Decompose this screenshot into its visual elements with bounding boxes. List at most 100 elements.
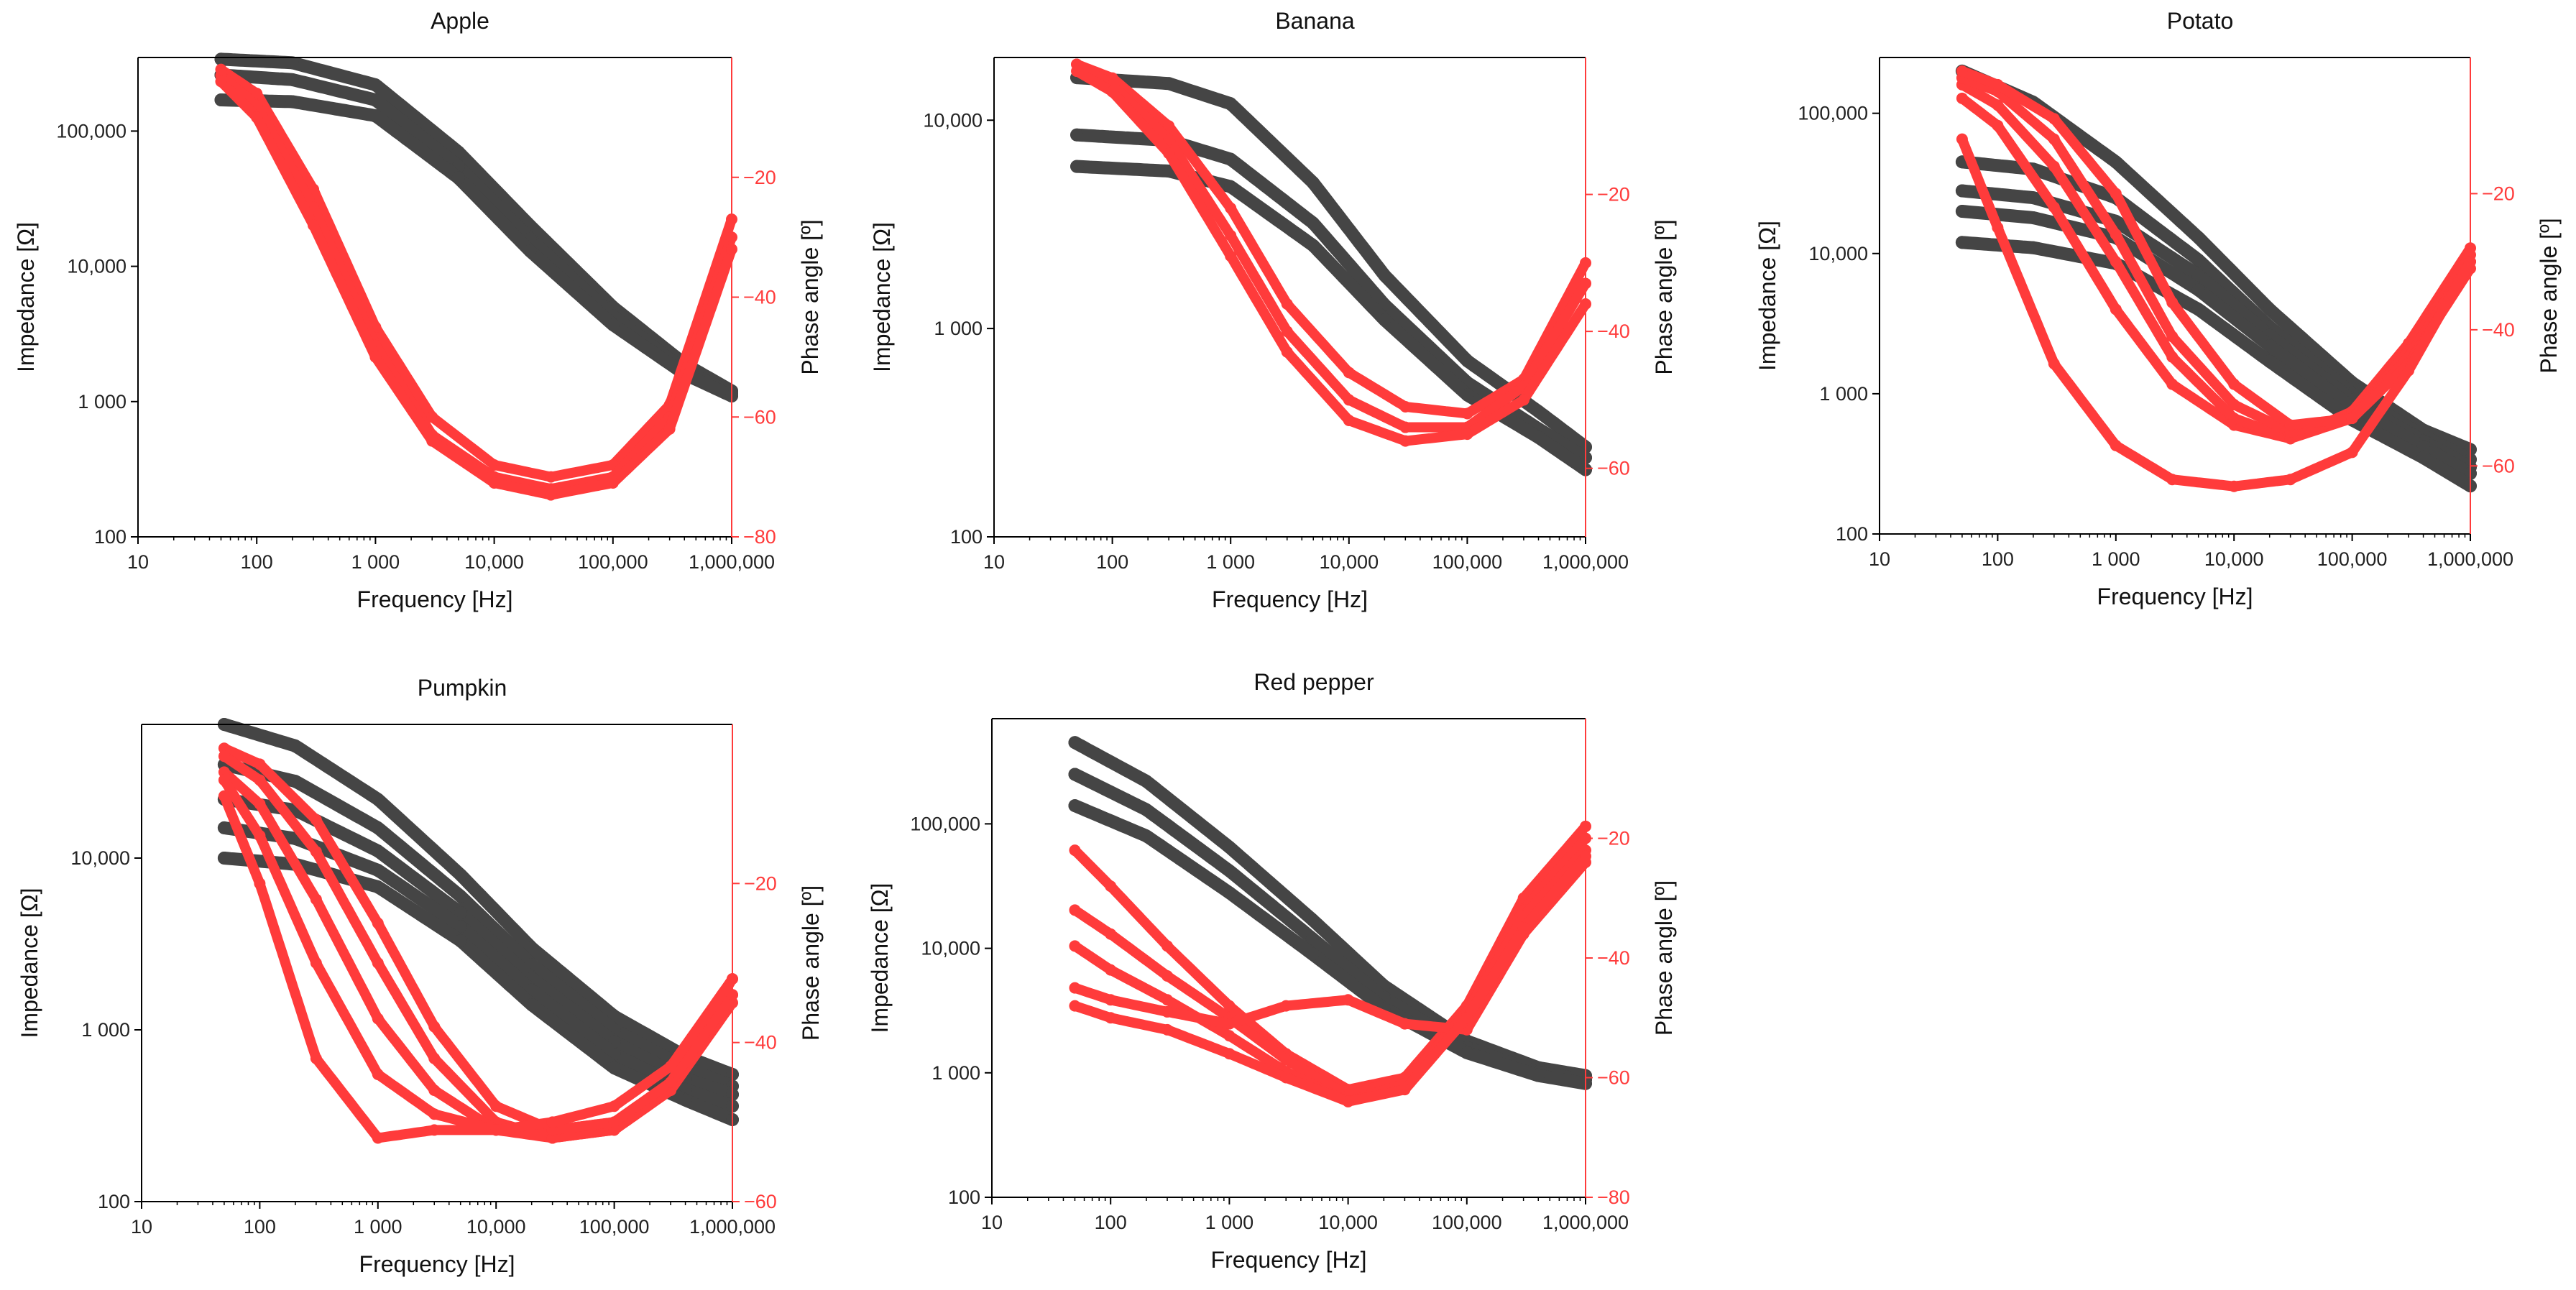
y-tick-label: 100 — [94, 526, 126, 548]
phase-point — [310, 814, 322, 826]
impedance-point — [678, 1093, 692, 1107]
phase-point — [490, 1124, 502, 1136]
impedance-point — [1139, 775, 1153, 788]
impedance-point — [1307, 176, 1320, 190]
impedance-point — [1224, 180, 1238, 193]
impedance-point — [1460, 354, 1474, 368]
impedance-point — [1305, 913, 1319, 926]
phase-point — [218, 750, 230, 763]
x-tick-label: 100,000 — [2317, 548, 2388, 570]
phase-point — [607, 476, 619, 489]
y2-tick-label: −40 — [2482, 319, 2515, 341]
phase-point — [1162, 1005, 1174, 1018]
phase-point — [218, 774, 230, 786]
impedance-point — [2191, 231, 2205, 244]
y2-axis-title: Phase angle [º] — [1651, 219, 1677, 374]
y2-tick-label: −40 — [1597, 947, 1630, 969]
y2-tick-label: −80 — [743, 526, 776, 548]
y2-axis-title: Phase angle [º] — [1651, 880, 1677, 1036]
impedance-series-1 — [1070, 71, 1592, 453]
y-axis-title: Impedance [Ω] — [1754, 221, 1780, 371]
y-axis-title: Impedance [Ω] — [867, 883, 893, 1033]
phase-point — [1223, 1000, 1236, 1012]
phase-band — [1956, 65, 2475, 430]
y2-tick-label: −20 — [2482, 183, 2515, 204]
impedance-point — [2263, 354, 2276, 368]
impedance-point — [288, 739, 302, 752]
phase-point — [1280, 1054, 1292, 1066]
phase-point — [545, 471, 557, 483]
phase-point — [1281, 326, 1293, 338]
phase-point — [1223, 1030, 1236, 1042]
phase-point — [1162, 1023, 1174, 1036]
phase-series-3 — [215, 75, 737, 501]
impedance-point — [1532, 430, 1545, 444]
impedance-point — [2191, 253, 2205, 267]
impedance-point — [371, 793, 385, 806]
phase-point — [488, 476, 500, 489]
x-tick-label: 10 — [983, 551, 1005, 573]
impedance-point — [1305, 931, 1319, 945]
phase-point — [2166, 296, 2179, 308]
x-tick-label: 100 — [241, 551, 273, 573]
phase-point — [218, 790, 230, 802]
y-axis-title: Impedance [Ω] — [869, 222, 895, 372]
x-tick-label: 1 000 — [354, 1216, 402, 1238]
phase-point — [2403, 364, 2415, 377]
impedance-point — [1307, 216, 1320, 230]
phase-point — [1225, 250, 1237, 262]
impedance-point — [214, 93, 228, 107]
x-tick-label: 1 000 — [1205, 1212, 1254, 1233]
phase-point — [1163, 120, 1175, 132]
phase-point — [546, 1116, 558, 1128]
impedance-point — [285, 95, 299, 109]
y-tick-label: 1 000 — [81, 1019, 130, 1041]
y2-tick-label: −40 — [1597, 321, 1630, 342]
impedance-band — [1955, 236, 2477, 493]
phase-series-5 — [218, 790, 738, 1144]
impedance-band — [217, 718, 739, 1081]
y-tick-label: 100,000 — [56, 120, 126, 142]
impedance-point — [1224, 152, 1238, 166]
impedance-point — [454, 890, 467, 903]
phase-point — [2110, 229, 2122, 241]
impedance-point — [369, 109, 382, 122]
y-tick-label: 1 000 — [932, 1062, 980, 1084]
impedance-point — [606, 318, 620, 331]
phase-point — [1071, 65, 1083, 78]
impedance-point — [1070, 160, 1084, 173]
y-tick-label: 100 — [950, 526, 983, 548]
impedance-series-3 — [214, 93, 738, 403]
impedance-point — [288, 775, 302, 788]
x-tick-label: 10 — [127, 551, 149, 573]
impedance-point — [371, 880, 385, 894]
phase-point — [1399, 400, 1412, 413]
impedance-point — [2263, 339, 2276, 353]
impedance-point — [2416, 451, 2430, 464]
phase-series-5 — [1069, 850, 1591, 1107]
impedance-point — [217, 851, 231, 865]
impedance-point — [2191, 268, 2205, 282]
phase-point — [1992, 99, 2004, 111]
impedance-point — [523, 244, 537, 258]
impedance-point — [1307, 239, 1320, 252]
impedance-point — [371, 821, 385, 834]
phase-point — [1956, 133, 1968, 145]
chart-title: Red pepper — [1254, 669, 1374, 695]
impedance-band — [1955, 205, 2477, 480]
phase-point — [1069, 904, 1081, 916]
impedance-point — [285, 56, 299, 70]
phase-point — [608, 1100, 620, 1112]
y-tick-label: 100 — [1836, 523, 1868, 545]
phase-point — [372, 1068, 384, 1080]
impedance-point — [1955, 236, 1969, 249]
y2-axis-title: Phase angle [º] — [2536, 218, 2562, 373]
phase-point — [2048, 160, 2060, 172]
phase-point — [1163, 147, 1175, 160]
impedance-point — [2026, 241, 2040, 254]
phase-point — [2284, 419, 2296, 431]
x-tick-label: 1,000,000 — [689, 551, 775, 573]
